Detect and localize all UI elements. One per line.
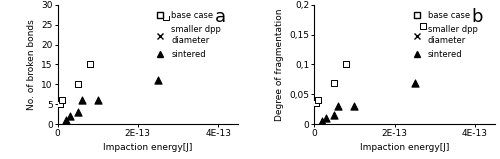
Point [350, 105, 358, 107]
Point [74, 83, 82, 86]
Point [86, 63, 94, 66]
Legend: base case, smaller dpp
diameter, sintered: base case, smaller dpp diameter, sintere… [152, 11, 221, 59]
Point [66, 115, 74, 117]
Point [312, 102, 320, 104]
Point [314, 99, 322, 101]
Point [342, 63, 350, 66]
Y-axis label: No. of broken bonds: No. of broken bonds [26, 19, 36, 110]
Point [74, 95, 82, 97]
Text: b: b [472, 8, 483, 26]
Point [318, 120, 326, 122]
Point [318, 118, 326, 121]
Point [154, 79, 162, 82]
Legend: base case, smaller dpp
diameter, sintered: base case, smaller dpp diameter, sintere… [409, 11, 478, 59]
Point [114, 39, 122, 42]
Point [162, 15, 170, 18]
Point [322, 117, 330, 119]
Point [330, 114, 338, 116]
Point [330, 82, 338, 85]
Point [94, 99, 102, 101]
Point [62, 99, 70, 101]
Point [418, 24, 426, 27]
Point [334, 105, 342, 107]
Point [58, 99, 66, 101]
Point [78, 99, 86, 101]
Point [370, 105, 378, 107]
Point [62, 119, 70, 121]
Y-axis label: Degree of fragmentation: Degree of fragmentation [275, 8, 284, 121]
Point [342, 114, 350, 116]
X-axis label: Impaction energy[J]: Impaction energy[J] [360, 143, 450, 152]
Point [410, 82, 418, 85]
Point [86, 83, 94, 86]
X-axis label: Impaction energy[J]: Impaction energy[J] [103, 143, 192, 152]
Point [56, 103, 64, 105]
Point [74, 111, 82, 113]
Point [330, 116, 338, 118]
Text: a: a [215, 8, 226, 26]
